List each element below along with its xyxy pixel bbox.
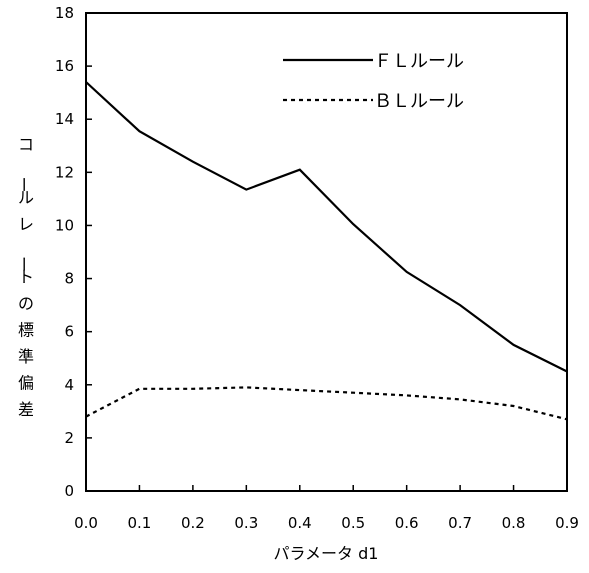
y-tick-label: 14 bbox=[55, 110, 74, 128]
y-axis-title-char: の bbox=[18, 294, 34, 313]
y-tick-label: 6 bbox=[64, 323, 74, 341]
x-tick-label: 0.7 bbox=[448, 514, 472, 532]
y-axis-title-char: 偏 bbox=[18, 374, 34, 393]
y-tick-label: 10 bbox=[55, 216, 74, 234]
x-tick-label: 0.5 bbox=[341, 514, 365, 532]
y-tick-label: 16 bbox=[55, 57, 74, 75]
y-axis-title-char: レ bbox=[18, 215, 34, 234]
x-axis-ticks: 0.0 0.1 0.2 0.3 0.4 0.5 0.6 0.7 0.8 0.9 bbox=[74, 485, 579, 532]
y-tick-label: 0 bbox=[64, 482, 74, 500]
legend-label-bl: ＢＬルール bbox=[374, 91, 464, 112]
y-tick-label: 18 bbox=[55, 4, 74, 22]
x-tick-label: 0.8 bbox=[502, 514, 526, 532]
legend-label-fl: ＦＬルール bbox=[374, 51, 464, 72]
y-axis-title-char: ー bbox=[14, 177, 33, 193]
y-axis-title-char: 準 bbox=[18, 347, 34, 366]
x-tick-label: 0.4 bbox=[288, 514, 312, 532]
x-tick-label: 0.0 bbox=[74, 514, 98, 532]
y-axis-title-char: 標 bbox=[18, 321, 34, 340]
y-axis-ticks: 0 2 4 6 8 10 12 14 16 18 bbox=[55, 4, 92, 500]
legend: ＦＬルール ＢＬルール bbox=[283, 51, 464, 112]
x-tick-label: 0.3 bbox=[234, 514, 258, 532]
y-axis-title: コールレートの標準偏差 bbox=[14, 135, 34, 419]
x-tick-label: 0.6 bbox=[395, 514, 419, 532]
y-tick-label: 4 bbox=[64, 376, 74, 394]
x-axis-title: パラメータ d1 bbox=[274, 544, 379, 563]
y-tick-label: 8 bbox=[64, 270, 74, 288]
x-tick-label: 0.2 bbox=[181, 514, 205, 532]
y-axis-title-char: ト bbox=[18, 268, 34, 287]
series-layer bbox=[85, 81, 568, 421]
y-tick-label: 2 bbox=[64, 429, 74, 447]
y-axis-title-char: 差 bbox=[18, 400, 34, 419]
y-axis-title-char: ル bbox=[18, 188, 34, 207]
y-axis-title-char: ー bbox=[14, 256, 33, 272]
x-tick-label: 0.1 bbox=[128, 514, 152, 532]
plot-area bbox=[85, 12, 568, 492]
y-tick-label: 12 bbox=[55, 163, 74, 181]
y-axis-title-char: コ bbox=[18, 135, 34, 154]
series-line-fl bbox=[85, 81, 568, 373]
series-line-bl bbox=[85, 386, 568, 421]
x-tick-label: 0.9 bbox=[555, 514, 579, 532]
